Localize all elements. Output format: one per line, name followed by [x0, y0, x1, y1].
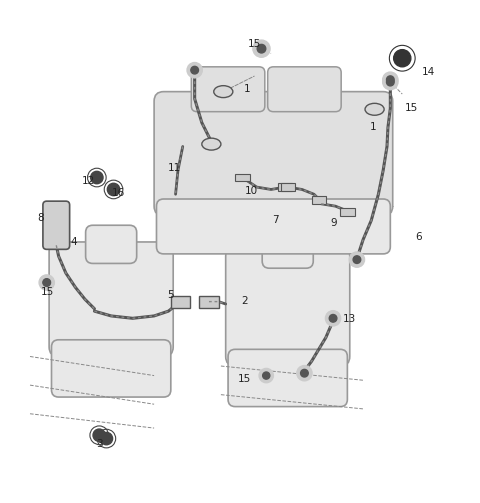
Circle shape [383, 72, 398, 88]
Text: 7: 7 [272, 215, 278, 225]
Circle shape [386, 78, 394, 86]
Text: 13: 13 [343, 314, 356, 324]
Circle shape [100, 433, 113, 445]
Text: 14: 14 [422, 67, 435, 77]
Circle shape [40, 276, 53, 289]
Ellipse shape [214, 86, 233, 98]
Bar [199, 296, 218, 307]
Text: 9: 9 [331, 218, 337, 228]
FancyBboxPatch shape [226, 247, 350, 366]
Text: 8: 8 [38, 213, 44, 223]
Text: 4: 4 [71, 237, 77, 247]
FancyBboxPatch shape [262, 229, 313, 268]
FancyBboxPatch shape [154, 92, 393, 216]
Text: 1: 1 [370, 122, 376, 132]
Circle shape [263, 372, 270, 379]
Circle shape [191, 66, 199, 74]
Circle shape [253, 40, 270, 57]
Bar [278, 183, 292, 191]
Circle shape [108, 183, 120, 196]
Text: 11: 11 [168, 163, 181, 173]
Text: 15: 15 [41, 287, 54, 297]
Text: 1: 1 [243, 84, 250, 94]
Circle shape [386, 76, 394, 83]
FancyBboxPatch shape [192, 67, 265, 112]
Circle shape [329, 314, 337, 322]
Circle shape [93, 429, 106, 442]
Bar [235, 174, 250, 182]
FancyBboxPatch shape [85, 225, 137, 264]
Text: 15: 15 [238, 374, 252, 384]
Bar [340, 208, 355, 216]
Circle shape [383, 74, 398, 90]
FancyBboxPatch shape [49, 242, 173, 357]
FancyBboxPatch shape [268, 67, 341, 112]
Circle shape [91, 172, 103, 184]
Circle shape [43, 279, 50, 286]
FancyBboxPatch shape [228, 349, 348, 406]
FancyBboxPatch shape [156, 199, 390, 254]
Text: 5: 5 [168, 290, 174, 300]
Circle shape [187, 62, 202, 78]
Ellipse shape [202, 138, 221, 150]
Text: 15: 15 [248, 39, 261, 49]
Circle shape [257, 44, 266, 53]
Ellipse shape [365, 103, 384, 115]
Circle shape [394, 50, 411, 67]
Circle shape [353, 256, 361, 264]
Circle shape [43, 279, 50, 286]
Text: 16: 16 [112, 188, 125, 198]
Bar [312, 196, 326, 204]
Circle shape [297, 366, 312, 381]
Circle shape [39, 275, 54, 290]
Circle shape [259, 368, 274, 383]
Circle shape [300, 369, 308, 377]
Bar [281, 183, 295, 191]
Circle shape [349, 252, 364, 267]
Text: 15: 15 [405, 103, 419, 113]
Text: 6: 6 [416, 232, 422, 242]
FancyBboxPatch shape [51, 340, 171, 397]
FancyBboxPatch shape [43, 201, 70, 249]
Text: 3: 3 [96, 439, 103, 449]
Bar [171, 296, 190, 307]
Text: 10: 10 [245, 186, 258, 196]
Text: 12: 12 [82, 176, 96, 186]
Text: 2: 2 [241, 296, 248, 306]
Circle shape [325, 311, 341, 326]
